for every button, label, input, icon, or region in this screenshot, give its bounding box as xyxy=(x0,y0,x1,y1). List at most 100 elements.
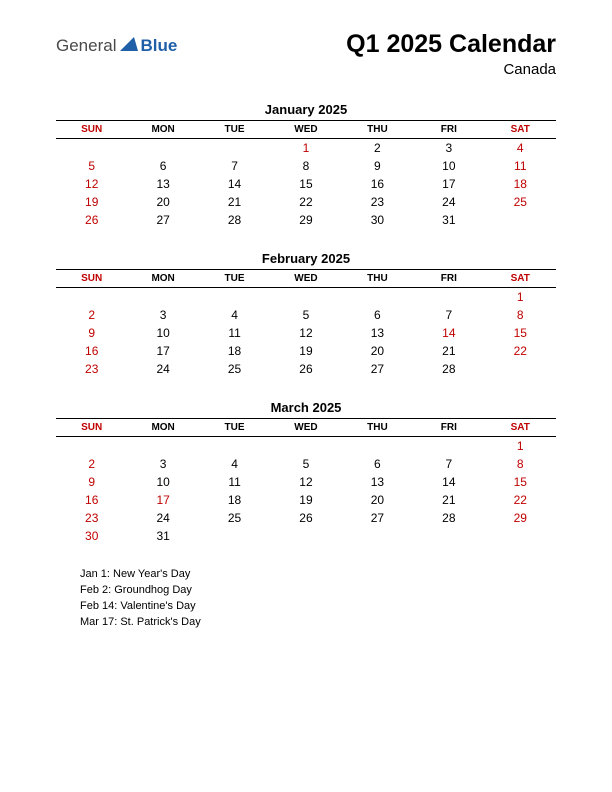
day-cell: 31 xyxy=(127,527,198,545)
day-cell: 22 xyxy=(270,193,341,211)
day-cell: 25 xyxy=(199,360,270,378)
month-block: March 2025SUNMONTUEWEDTHUFRISAT123456789… xyxy=(56,400,556,545)
day-cell: 4 xyxy=(199,455,270,473)
day-header: THU xyxy=(342,270,413,288)
day-cell: 8 xyxy=(485,306,556,324)
empty-cell xyxy=(270,288,341,307)
empty-cell xyxy=(127,437,198,456)
empty-cell xyxy=(485,527,556,545)
day-cell: 25 xyxy=(199,509,270,527)
day-header: TUE xyxy=(199,419,270,437)
day-cell: 21 xyxy=(413,491,484,509)
day-cell: 17 xyxy=(413,175,484,193)
day-header: WED xyxy=(270,419,341,437)
day-cell: 23 xyxy=(56,360,127,378)
page-subtitle: Canada xyxy=(346,61,556,78)
day-cell: 9 xyxy=(56,473,127,491)
month-block: February 2025SUNMONTUEWEDTHUFRISAT123456… xyxy=(56,251,556,378)
header: General Blue Q1 2025 Calendar Canada xyxy=(56,30,556,78)
day-cell: 13 xyxy=(342,324,413,342)
day-cell: 5 xyxy=(270,455,341,473)
day-cell: 28 xyxy=(199,211,270,229)
empty-cell xyxy=(342,527,413,545)
day-header: MON xyxy=(127,419,198,437)
day-cell: 13 xyxy=(127,175,198,193)
day-cell: 9 xyxy=(342,157,413,175)
day-cell: 18 xyxy=(199,342,270,360)
day-cell: 17 xyxy=(127,491,198,509)
day-cell: 6 xyxy=(342,306,413,324)
day-cell: 19 xyxy=(56,193,127,211)
day-cell: 24 xyxy=(127,509,198,527)
day-header: TUE xyxy=(199,121,270,139)
day-cell: 6 xyxy=(127,157,198,175)
day-cell: 11 xyxy=(199,324,270,342)
day-cell: 20 xyxy=(342,491,413,509)
day-header: WED xyxy=(270,270,341,288)
empty-cell xyxy=(199,288,270,307)
calendar-table: SUNMONTUEWEDTHUFRISAT1234567891011121314… xyxy=(56,418,556,545)
empty-cell xyxy=(413,527,484,545)
day-cell: 26 xyxy=(270,509,341,527)
month-title: January 2025 xyxy=(56,102,556,117)
day-cell: 12 xyxy=(270,473,341,491)
day-cell: 10 xyxy=(127,473,198,491)
logo-word2: Blue xyxy=(140,36,177,56)
day-cell: 12 xyxy=(270,324,341,342)
logo-word1: General xyxy=(56,36,116,56)
day-cell: 23 xyxy=(56,509,127,527)
empty-cell xyxy=(199,527,270,545)
day-header: WED xyxy=(270,121,341,139)
day-cell: 25 xyxy=(485,193,556,211)
day-cell: 22 xyxy=(485,491,556,509)
day-cell: 29 xyxy=(485,509,556,527)
day-cell: 21 xyxy=(199,193,270,211)
empty-cell xyxy=(127,288,198,307)
day-cell: 30 xyxy=(342,211,413,229)
day-cell: 4 xyxy=(199,306,270,324)
day-header: MON xyxy=(127,270,198,288)
day-cell: 2 xyxy=(56,455,127,473)
empty-cell xyxy=(270,437,341,456)
day-cell: 3 xyxy=(127,455,198,473)
empty-cell xyxy=(413,437,484,456)
day-cell: 1 xyxy=(270,139,341,158)
day-cell: 24 xyxy=(413,193,484,211)
day-cell: 26 xyxy=(270,360,341,378)
empty-cell xyxy=(413,288,484,307)
holiday-item: Feb 14: Valentine's Day xyxy=(80,599,556,615)
day-cell: 15 xyxy=(485,324,556,342)
day-cell: 1 xyxy=(485,288,556,307)
empty-cell xyxy=(56,139,127,158)
day-cell: 3 xyxy=(413,139,484,158)
day-cell: 27 xyxy=(127,211,198,229)
day-cell: 20 xyxy=(342,342,413,360)
day-header: TUE xyxy=(199,270,270,288)
day-cell: 14 xyxy=(199,175,270,193)
day-cell: 22 xyxy=(485,342,556,360)
day-cell: 10 xyxy=(413,157,484,175)
day-cell: 6 xyxy=(342,455,413,473)
day-cell: 8 xyxy=(485,455,556,473)
calendar-container: January 2025SUNMONTUEWEDTHUFRISAT1234567… xyxy=(56,102,556,545)
logo-triangle-icon xyxy=(118,37,138,56)
day-header: THU xyxy=(342,121,413,139)
day-cell: 1 xyxy=(485,437,556,456)
day-cell: 23 xyxy=(342,193,413,211)
page-title: Q1 2025 Calendar xyxy=(346,30,556,59)
logo: General Blue xyxy=(56,36,177,56)
calendar-table: SUNMONTUEWEDTHUFRISAT1234567891011121314… xyxy=(56,269,556,378)
day-cell: 7 xyxy=(199,157,270,175)
month-title: March 2025 xyxy=(56,400,556,415)
empty-cell xyxy=(342,288,413,307)
day-header: SUN xyxy=(56,419,127,437)
day-header: FRI xyxy=(413,121,484,139)
day-cell: 9 xyxy=(56,324,127,342)
day-cell: 15 xyxy=(485,473,556,491)
day-header: THU xyxy=(342,419,413,437)
day-cell: 16 xyxy=(56,491,127,509)
day-cell: 19 xyxy=(270,342,341,360)
day-cell: 12 xyxy=(56,175,127,193)
day-cell: 28 xyxy=(413,509,484,527)
day-cell: 19 xyxy=(270,491,341,509)
